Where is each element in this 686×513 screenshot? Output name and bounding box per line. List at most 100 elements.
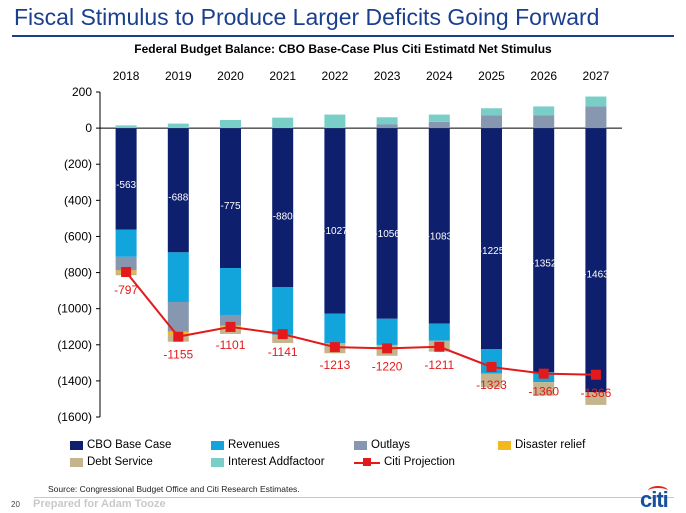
bar-segment-interest-positive [167, 123, 189, 129]
projection-value-label: -1323 [476, 378, 507, 392]
bar-segment-interest-positive [376, 117, 398, 125]
x-category-label: 2026 [530, 69, 557, 83]
bar-value-label: -1027 [322, 226, 348, 237]
title-rule [12, 35, 674, 37]
legend-item-outlays: Outlays [354, 439, 410, 451]
bar-segment-debt [585, 392, 607, 405]
bar-segment-cbo [428, 128, 450, 324]
bar-segment-outlays [167, 301, 189, 332]
projection-value-label: -1211 [424, 358, 454, 372]
projection-value-label: -797 [114, 283, 138, 297]
y-tick-label: (800) [64, 266, 92, 280]
bar-value-label: -880 [273, 212, 293, 223]
projection-value-label: -1366 [581, 386, 612, 400]
source-note: Source: Congressional Budget Office and … [48, 484, 300, 494]
legend-line-projection [354, 457, 380, 467]
legend-swatch-disaster [498, 440, 511, 450]
bar-segment-revenues [324, 313, 346, 344]
bar-segment-cbo [272, 128, 294, 287]
bar-segment-cbo [376, 128, 398, 319]
projection-point [173, 331, 184, 342]
projection-point [434, 341, 445, 352]
bar-value-label: -1463 [583, 269, 609, 280]
bar-segment-outlays-positive [481, 115, 502, 129]
bar-segment-debt [481, 373, 502, 388]
bar-segment-outlays-positive [533, 115, 555, 129]
projection-point [486, 361, 497, 372]
bar-segment-revenues [220, 268, 241, 315]
y-tick-label: 200 [72, 85, 92, 99]
bar-segment-outlays [220, 314, 241, 326]
bar-segment-debt [533, 382, 555, 396]
legend-swatch-cbo [70, 440, 83, 450]
bar-segment-cbo [585, 128, 607, 393]
bar-segment-revenues [115, 229, 137, 257]
projection-point [538, 368, 549, 379]
legend-item-debt-service: Debt Service [70, 456, 153, 468]
bar-segment-interest-positive [272, 117, 294, 129]
projection-point [329, 342, 340, 353]
y-tick-label: (200) [64, 157, 92, 171]
legend-label: Revenues [228, 439, 280, 451]
legend-item-cbo-base-case: CBO Base Case [70, 439, 171, 451]
projection-line [125, 271, 596, 376]
budget-balance-chart: 200 0 (200) (400) (600) (800) (1000) (1200) (140… [57, 69, 622, 424]
projection-point [590, 369, 601, 380]
x-category-label: 2022 [322, 69, 349, 83]
legend-swatch-revenues [211, 440, 224, 450]
projection-value-label: -1155 [163, 348, 193, 362]
page-number: 20 [11, 500, 20, 509]
x-category-label: 2020 [217, 69, 244, 83]
bar-segment-revenues [272, 287, 294, 335]
x-category-label: 2025 [478, 69, 505, 83]
legend-swatch-debt [70, 457, 83, 467]
legend-item-interest-addfactoor: Interest Addfactoor [211, 456, 325, 468]
legend-swatch-outlays [354, 440, 367, 450]
bar-value-label: -688 [168, 192, 188, 203]
projection-point [277, 329, 288, 340]
y-tick-label: (1400) [57, 374, 92, 388]
x-category-label: 2021 [269, 69, 296, 83]
legend-item-revenues: Revenues [211, 439, 280, 451]
x-category-label: 2018 [113, 69, 140, 83]
bar-segment-interest-positive [115, 125, 137, 129]
slide-title: Fiscal Stimulus to Produce Larger Defici… [14, 4, 600, 30]
chart-title: Federal Budget Balance: CBO Base-Case Pl… [134, 42, 552, 56]
y-tick-label: (1600) [57, 410, 92, 424]
bar-segment-outlays-positive [376, 124, 398, 129]
legend-label: Debt Service [87, 456, 153, 468]
legend-label: Citi Projection [384, 456, 455, 468]
bar-segment-cbo [167, 128, 189, 253]
projection-value-label: -1360 [528, 385, 559, 399]
projection-point [121, 267, 132, 278]
bar-segment-interest-positive [585, 96, 607, 107]
citi-logo-arc-icon [648, 486, 668, 496]
bar-value-label: -1056 [374, 229, 400, 240]
bar-value-label: -1225 [479, 246, 505, 257]
y-tick-label: (1000) [57, 302, 92, 316]
projection-value-label: -1220 [372, 359, 403, 373]
legend-label: CBO Base Case [87, 439, 172, 451]
y-tick-label: (600) [64, 229, 92, 243]
bar-segment-outlays-positive [585, 106, 607, 129]
projection-point [382, 343, 393, 354]
legend-label: Outlays [371, 439, 410, 451]
bar-segment-cbo [220, 128, 241, 269]
y-tick-label: (1200) [57, 338, 92, 352]
bar-value-label: -775 [220, 201, 240, 212]
x-category-label: 2027 [583, 69, 610, 83]
x-category-label: 2023 [374, 69, 401, 83]
legend-swatch-interest [211, 457, 224, 467]
bar-segment-interest-positive [428, 114, 450, 122]
bar-segment-revenues [376, 318, 398, 345]
bar-segment-outlays-positive [428, 121, 450, 129]
bar-segment-interest-positive [324, 114, 346, 129]
bar-segment-outlays [115, 256, 137, 271]
bar-segment-revenues [167, 252, 189, 302]
citi-logo: citi [640, 487, 669, 512]
bar-segment-cbo [324, 128, 346, 314]
bar-segment-cbo [115, 128, 137, 230]
bar-segment-cbo [533, 128, 555, 373]
projection-point [225, 321, 236, 332]
bar-segment-interest-positive [220, 119, 241, 129]
